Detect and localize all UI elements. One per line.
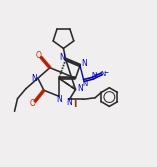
Text: N: N <box>31 74 37 83</box>
Text: N: N <box>100 71 105 77</box>
Text: −: − <box>103 69 109 74</box>
Text: O: O <box>35 51 41 60</box>
Text: N: N <box>82 80 87 87</box>
Text: N: N <box>56 95 62 104</box>
Text: O: O <box>29 99 35 108</box>
Text: ,,: ,, <box>72 82 76 87</box>
Text: N: N <box>59 53 65 62</box>
Text: N: N <box>77 84 83 93</box>
Text: N: N <box>91 72 96 78</box>
Text: N: N <box>67 98 72 107</box>
Text: N: N <box>81 59 87 68</box>
Text: +: + <box>94 72 98 77</box>
Text: I: I <box>73 100 76 109</box>
